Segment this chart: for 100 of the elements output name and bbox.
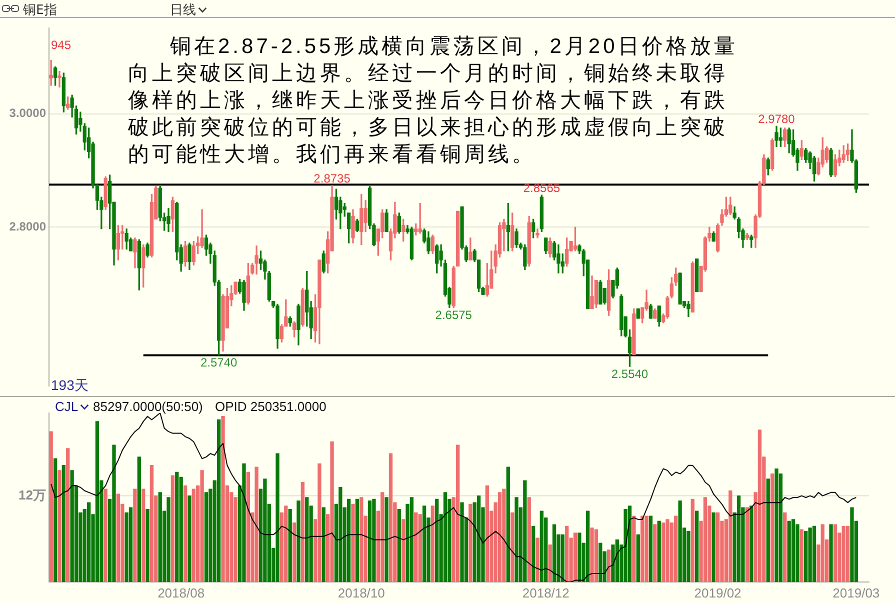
annotation: CJL [55, 399, 78, 414]
bar [87, 502, 91, 582]
bar [435, 498, 439, 582]
bar [300, 482, 305, 582]
bar [137, 456, 141, 582]
bar [594, 529, 598, 582]
bar [812, 526, 816, 582]
bar [695, 510, 699, 582]
annotation: 85297.0000(50:50) [93, 399, 203, 414]
bar [468, 504, 472, 582]
bar [116, 494, 120, 582]
bar [560, 534, 564, 582]
bar [460, 502, 464, 582]
bar [628, 506, 632, 582]
bar [850, 507, 854, 582]
bar [142, 488, 146, 582]
bar [510, 512, 514, 582]
x-tick-label: 2018/10 [338, 585, 385, 600]
bar [552, 524, 556, 582]
bar [360, 497, 364, 582]
annotation: OPID 250351.0000 [215, 399, 326, 414]
bar [804, 530, 808, 582]
bar [485, 485, 490, 582]
bar [422, 506, 426, 582]
bar [632, 516, 636, 582]
bar [133, 488, 137, 582]
bar [338, 487, 342, 582]
bar [188, 495, 192, 582]
bar [686, 530, 690, 582]
bar [216, 419, 221, 582]
bar [388, 453, 393, 582]
bar [200, 470, 204, 582]
bar [590, 528, 594, 582]
bar [414, 512, 418, 582]
bar [624, 509, 628, 582]
ref-line-label: 12万 [18, 487, 46, 502]
bar [540, 510, 544, 582]
bar [716, 512, 720, 582]
bar [192, 488, 196, 582]
bar [284, 506, 288, 582]
x-tick-label: 2019/02 [694, 585, 742, 600]
bar [128, 507, 133, 582]
bar [502, 488, 506, 582]
bar [578, 532, 582, 582]
bar [288, 509, 292, 582]
bar [770, 474, 774, 582]
bar [330, 441, 334, 582]
bar [606, 550, 611, 582]
x-tick-label: 2019/03 [832, 585, 880, 600]
bar [736, 495, 741, 582]
bar [410, 497, 414, 582]
bar [598, 542, 602, 582]
bar [653, 524, 657, 582]
bar [523, 480, 527, 582]
annotation: 铜在2.87-2.55形成横向震荡区间，2月20日价格放量向上突破区间上边界。经过一个月的时间，铜始终未取得像样的上涨，继昨天上涨受挫后今日价格大幅下跌，有跌破此前突破位的可能，多日以来担心的形成虚假向上突破的可能性大增。我们再来看看铜周线。 [128, 34, 739, 168]
bar [296, 500, 300, 582]
bar [820, 524, 824, 582]
bar [690, 498, 694, 582]
bar [70, 470, 74, 582]
bar [800, 529, 804, 582]
bar [292, 522, 296, 582]
bar [246, 472, 250, 582]
bar [380, 492, 384, 582]
annotation: 2.5540 [611, 366, 648, 381]
bar [644, 516, 648, 582]
bar [66, 448, 70, 582]
annotation: 2.8735 [314, 171, 351, 186]
bar [443, 492, 448, 582]
bar [95, 421, 100, 582]
bar [170, 475, 175, 582]
bar [58, 470, 62, 582]
bar [657, 520, 661, 582]
candlestick [58, 70, 62, 88]
bar [372, 498, 376, 582]
annotation: 2.6575 [435, 308, 472, 322]
bar [678, 500, 682, 582]
bar [615, 539, 619, 582]
bar [305, 497, 309, 582]
bar [666, 519, 670, 582]
bar [531, 526, 536, 582]
bar [829, 524, 833, 582]
bar [397, 509, 401, 582]
bar [276, 453, 280, 582]
bar [166, 497, 170, 582]
bar [150, 465, 154, 582]
bar [514, 497, 518, 582]
bar [774, 468, 778, 582]
bar [745, 507, 749, 582]
bar [750, 506, 754, 582]
annotation: 945 [51, 38, 72, 52]
bar [368, 500, 372, 582]
bar [548, 544, 552, 582]
bar [565, 526, 569, 582]
bar [846, 526, 850, 582]
annotation: 2.8565 [523, 181, 560, 196]
bar [674, 516, 678, 582]
bar [418, 514, 422, 582]
bar [430, 506, 434, 582]
bar [346, 498, 351, 582]
bar [636, 534, 640, 582]
